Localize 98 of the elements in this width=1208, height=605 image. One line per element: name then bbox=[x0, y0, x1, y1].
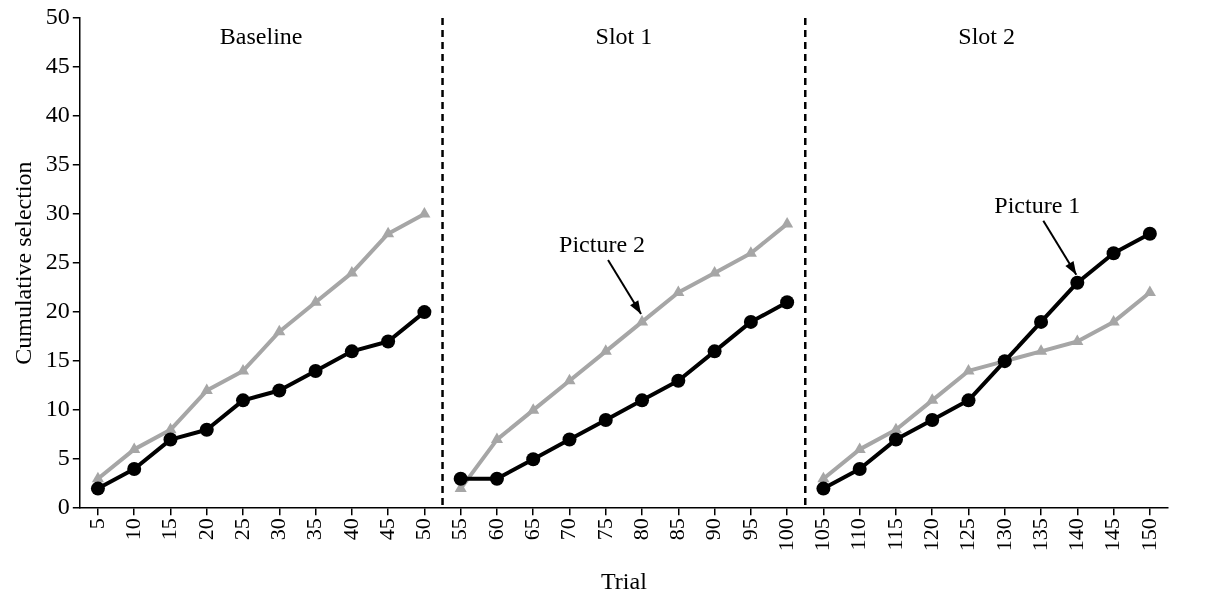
point bbox=[1071, 334, 1084, 346]
point bbox=[598, 412, 613, 427]
x-tick-label: 20 bbox=[192, 518, 218, 541]
x-tick-label: 145 bbox=[1099, 518, 1125, 552]
x-tick-label: 65 bbox=[519, 518, 544, 541]
x-tick-label: 30 bbox=[265, 518, 291, 541]
point bbox=[563, 373, 576, 385]
point bbox=[780, 295, 795, 310]
x-tick-label: 85 bbox=[664, 518, 690, 541]
annotation: Slot 2 bbox=[958, 23, 1015, 50]
point bbox=[817, 471, 830, 483]
x-tick-label: 140 bbox=[1063, 518, 1089, 552]
point bbox=[635, 393, 650, 408]
y-tick-label: 30 bbox=[45, 199, 70, 226]
x-tick-label: 100 bbox=[772, 518, 798, 552]
x-axis-title: Trial bbox=[601, 567, 648, 594]
point bbox=[127, 461, 142, 476]
point bbox=[852, 461, 867, 476]
annotation: Slot 1 bbox=[595, 23, 653, 50]
y-tick-label: 35 bbox=[45, 150, 70, 177]
point bbox=[308, 363, 323, 378]
point bbox=[781, 216, 794, 228]
y-tick-label: 5 bbox=[57, 444, 70, 471]
x-tick-label: 25 bbox=[228, 518, 254, 541]
point bbox=[273, 324, 286, 336]
point bbox=[490, 432, 504, 444]
x-tick-label: 5 bbox=[83, 518, 109, 530]
y-axis-title: Cumulative selection bbox=[9, 161, 36, 365]
x-tick-label: 95 bbox=[736, 518, 762, 541]
point bbox=[417, 305, 432, 320]
point bbox=[635, 314, 649, 326]
point bbox=[1143, 285, 1156, 297]
y-tick-label: 10 bbox=[45, 395, 70, 422]
point bbox=[1034, 344, 1048, 355]
point bbox=[1070, 275, 1085, 290]
point bbox=[163, 432, 178, 447]
x-tick-label: 35 bbox=[301, 518, 327, 541]
point bbox=[962, 363, 975, 375]
point bbox=[816, 481, 831, 496]
point bbox=[199, 422, 214, 437]
point bbox=[1142, 226, 1157, 241]
point bbox=[961, 393, 976, 408]
point bbox=[527, 403, 540, 414]
point bbox=[1106, 246, 1121, 261]
point bbox=[671, 373, 686, 388]
x-tick-label: 115 bbox=[881, 518, 907, 551]
x-tick-label: 10 bbox=[119, 518, 145, 541]
y-tick-label: 50 bbox=[45, 3, 70, 30]
point bbox=[453, 471, 468, 486]
x-tick-label: 60 bbox=[482, 518, 508, 541]
y-tick-label: 45 bbox=[45, 52, 70, 79]
y-tick-label: 20 bbox=[45, 297, 70, 324]
y-tick-label: 15 bbox=[45, 346, 70, 373]
x-tick-label: 150 bbox=[1135, 518, 1161, 552]
x-tick-label: 130 bbox=[990, 518, 1016, 552]
point bbox=[599, 344, 612, 355]
point bbox=[672, 285, 685, 297]
point bbox=[90, 481, 105, 496]
x-tick-label: 70 bbox=[555, 518, 581, 541]
point bbox=[345, 265, 358, 277]
x-tick-label: 110 bbox=[845, 518, 871, 551]
point bbox=[925, 412, 940, 427]
point bbox=[382, 226, 395, 238]
x-tick-label: 40 bbox=[337, 518, 363, 541]
x-tick-label: 80 bbox=[627, 518, 653, 541]
x-tick-label: 75 bbox=[591, 518, 617, 541]
x-tick-label: 55 bbox=[446, 518, 472, 541]
x-tick-label: 120 bbox=[918, 518, 943, 552]
x-tick-label: 50 bbox=[410, 518, 436, 541]
point bbox=[997, 354, 1012, 369]
point bbox=[926, 393, 939, 404]
annotation: Picture 2 bbox=[559, 231, 646, 258]
point bbox=[236, 393, 251, 408]
x-tick-label: 105 bbox=[809, 518, 835, 552]
annotation: Baseline bbox=[219, 23, 303, 50]
point bbox=[888, 432, 903, 447]
point bbox=[562, 432, 577, 447]
x-tick-label: 135 bbox=[1026, 518, 1052, 552]
point bbox=[381, 334, 396, 349]
point bbox=[743, 314, 758, 329]
x-tick-label: 45 bbox=[373, 518, 399, 541]
point bbox=[344, 344, 359, 359]
point bbox=[1034, 314, 1049, 329]
point bbox=[309, 295, 322, 306]
x-tick-label: 90 bbox=[700, 518, 726, 541]
point bbox=[128, 442, 141, 453]
y-tick-label: 25 bbox=[45, 248, 70, 275]
y-tick-label: 40 bbox=[45, 101, 70, 128]
point bbox=[707, 344, 722, 359]
x-tick-label: 125 bbox=[954, 518, 980, 552]
point bbox=[200, 383, 213, 395]
annotation: Picture 1 bbox=[994, 192, 1081, 218]
point bbox=[272, 383, 287, 398]
x-tick-label: 15 bbox=[156, 518, 182, 541]
y-tick-label: 0 bbox=[57, 493, 70, 520]
point bbox=[91, 471, 104, 483]
point bbox=[526, 452, 541, 467]
point bbox=[489, 471, 504, 486]
